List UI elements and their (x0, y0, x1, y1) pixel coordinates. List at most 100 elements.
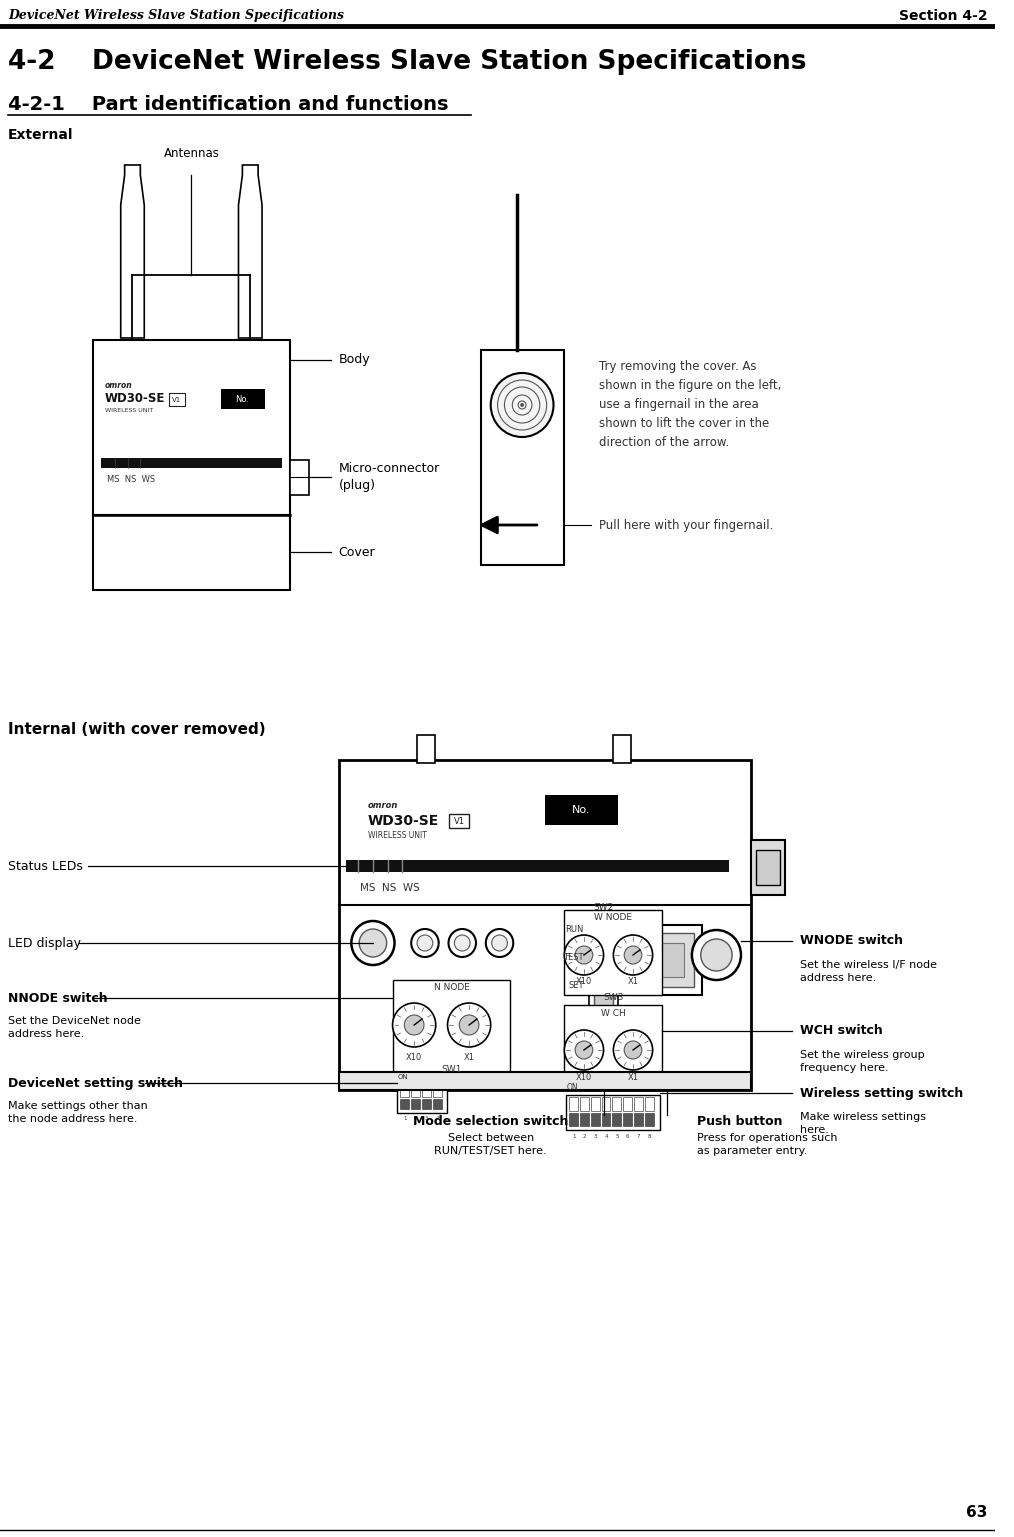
Circle shape (520, 403, 524, 407)
Bar (168, 393, 185, 406)
Text: Set the wireless I/F node
address here.: Set the wireless I/F node address here. (800, 961, 937, 984)
Bar (624, 1113, 632, 1127)
Bar (101, 458, 282, 467)
Bar (645, 1113, 654, 1127)
Circle shape (447, 1004, 491, 1047)
Text: 2: 2 (583, 1133, 586, 1139)
Text: X10: X10 (576, 1073, 592, 1082)
Bar (422, 1085, 431, 1097)
Text: Push button: Push button (697, 1114, 783, 1128)
Circle shape (565, 1030, 603, 1070)
Text: Pull here with your fingernail.: Pull here with your fingernail. (598, 518, 773, 532)
Text: RUN: RUN (566, 925, 584, 934)
Text: SW1: SW1 (441, 1065, 461, 1074)
Bar (347, 861, 729, 871)
Bar (433, 1085, 442, 1097)
Bar (481, 350, 565, 566)
Bar (397, 1084, 446, 1113)
Bar (401, 1099, 410, 1110)
Text: V1: V1 (454, 816, 464, 825)
Bar (412, 1099, 420, 1110)
Text: 4-2-1    Part identification and functions: 4-2-1 Part identification and functions (8, 94, 448, 114)
Text: Body: Body (339, 354, 370, 366)
Bar (613, 735, 631, 762)
Text: Status LEDs: Status LEDs (8, 859, 83, 873)
Circle shape (486, 928, 513, 958)
Bar (93, 340, 290, 515)
Bar (755, 850, 780, 885)
Text: No.: No. (235, 395, 249, 404)
Bar (633, 925, 702, 994)
Bar (580, 1097, 589, 1111)
Text: ON: ON (566, 1084, 578, 1093)
Text: MS  NS  WS: MS NS WS (360, 882, 420, 893)
Text: X1: X1 (463, 1053, 475, 1062)
Bar (594, 934, 613, 1014)
Text: X10: X10 (576, 978, 592, 987)
Text: No.: No. (572, 805, 590, 815)
Circle shape (359, 928, 386, 958)
Bar (565, 910, 662, 994)
Text: LED display: LED display (8, 936, 81, 950)
Circle shape (613, 934, 653, 974)
Text: Press for operations such
as parameter entry.: Press for operations such as parameter e… (697, 1133, 838, 1156)
Circle shape (392, 1004, 436, 1047)
Bar (221, 389, 265, 409)
Bar (601, 1113, 610, 1127)
Text: TEST: TEST (564, 953, 584, 962)
Circle shape (565, 934, 603, 974)
Text: WIRELESS UNIT: WIRELESS UNIT (105, 409, 153, 413)
Bar (401, 1085, 410, 1097)
Text: Wireless setting switch: Wireless setting switch (800, 1087, 963, 1099)
Bar (591, 1113, 599, 1127)
Text: Micro-connector
(plug): Micro-connector (plug) (339, 463, 440, 492)
Polygon shape (238, 164, 262, 338)
Text: WCH switch: WCH switch (800, 1025, 882, 1037)
Text: X1: X1 (628, 1073, 639, 1082)
Text: WD30-SE: WD30-SE (368, 815, 439, 828)
Bar (634, 1097, 643, 1111)
Text: MS  NS  WS: MS NS WS (106, 475, 155, 484)
Text: W NODE: W NODE (594, 913, 633, 922)
Text: 3: 3 (425, 1116, 428, 1120)
Text: 2: 2 (414, 1116, 418, 1120)
Text: 1: 1 (404, 1116, 407, 1120)
Bar (634, 1113, 643, 1127)
Bar (422, 1099, 431, 1110)
Circle shape (578, 982, 584, 990)
Text: WD30-SE: WD30-SE (105, 392, 165, 406)
Text: V1: V1 (172, 397, 182, 403)
Circle shape (578, 954, 584, 962)
Text: Select between
RUN/TEST/SET here.: Select between RUN/TEST/SET here. (434, 1133, 547, 1156)
Text: 8: 8 (648, 1133, 651, 1139)
Bar (412, 1085, 420, 1097)
Text: omron: omron (368, 801, 399, 810)
Bar (569, 1113, 578, 1127)
Text: 6: 6 (626, 1133, 630, 1139)
Bar (565, 1005, 662, 1090)
Text: SW3: SW3 (603, 993, 624, 1002)
Text: 1: 1 (572, 1133, 575, 1139)
Circle shape (491, 373, 554, 437)
Circle shape (405, 1014, 424, 1034)
Text: X10: X10 (406, 1053, 422, 1062)
Circle shape (412, 928, 439, 958)
Bar (580, 1113, 589, 1127)
Circle shape (701, 939, 732, 971)
Text: Antennas: Antennas (163, 148, 219, 160)
Text: Internal (with cover removed): Internal (with cover removed) (8, 722, 266, 738)
Bar (651, 944, 684, 978)
Text: NNODE switch: NNODE switch (8, 991, 107, 1005)
Text: 3: 3 (593, 1133, 597, 1139)
Text: Cover: Cover (339, 546, 375, 558)
Bar (612, 1113, 622, 1127)
Bar (645, 1097, 654, 1111)
Text: 63: 63 (966, 1505, 988, 1520)
Text: Make settings other than
the node address here.: Make settings other than the node addres… (8, 1100, 148, 1124)
Text: Mode selection switch: Mode selection switch (413, 1114, 569, 1128)
Circle shape (454, 934, 470, 951)
Text: 4: 4 (604, 1133, 607, 1139)
Text: omron: omron (105, 381, 133, 389)
Text: SET: SET (569, 982, 584, 990)
Text: SW2: SW2 (593, 902, 613, 911)
